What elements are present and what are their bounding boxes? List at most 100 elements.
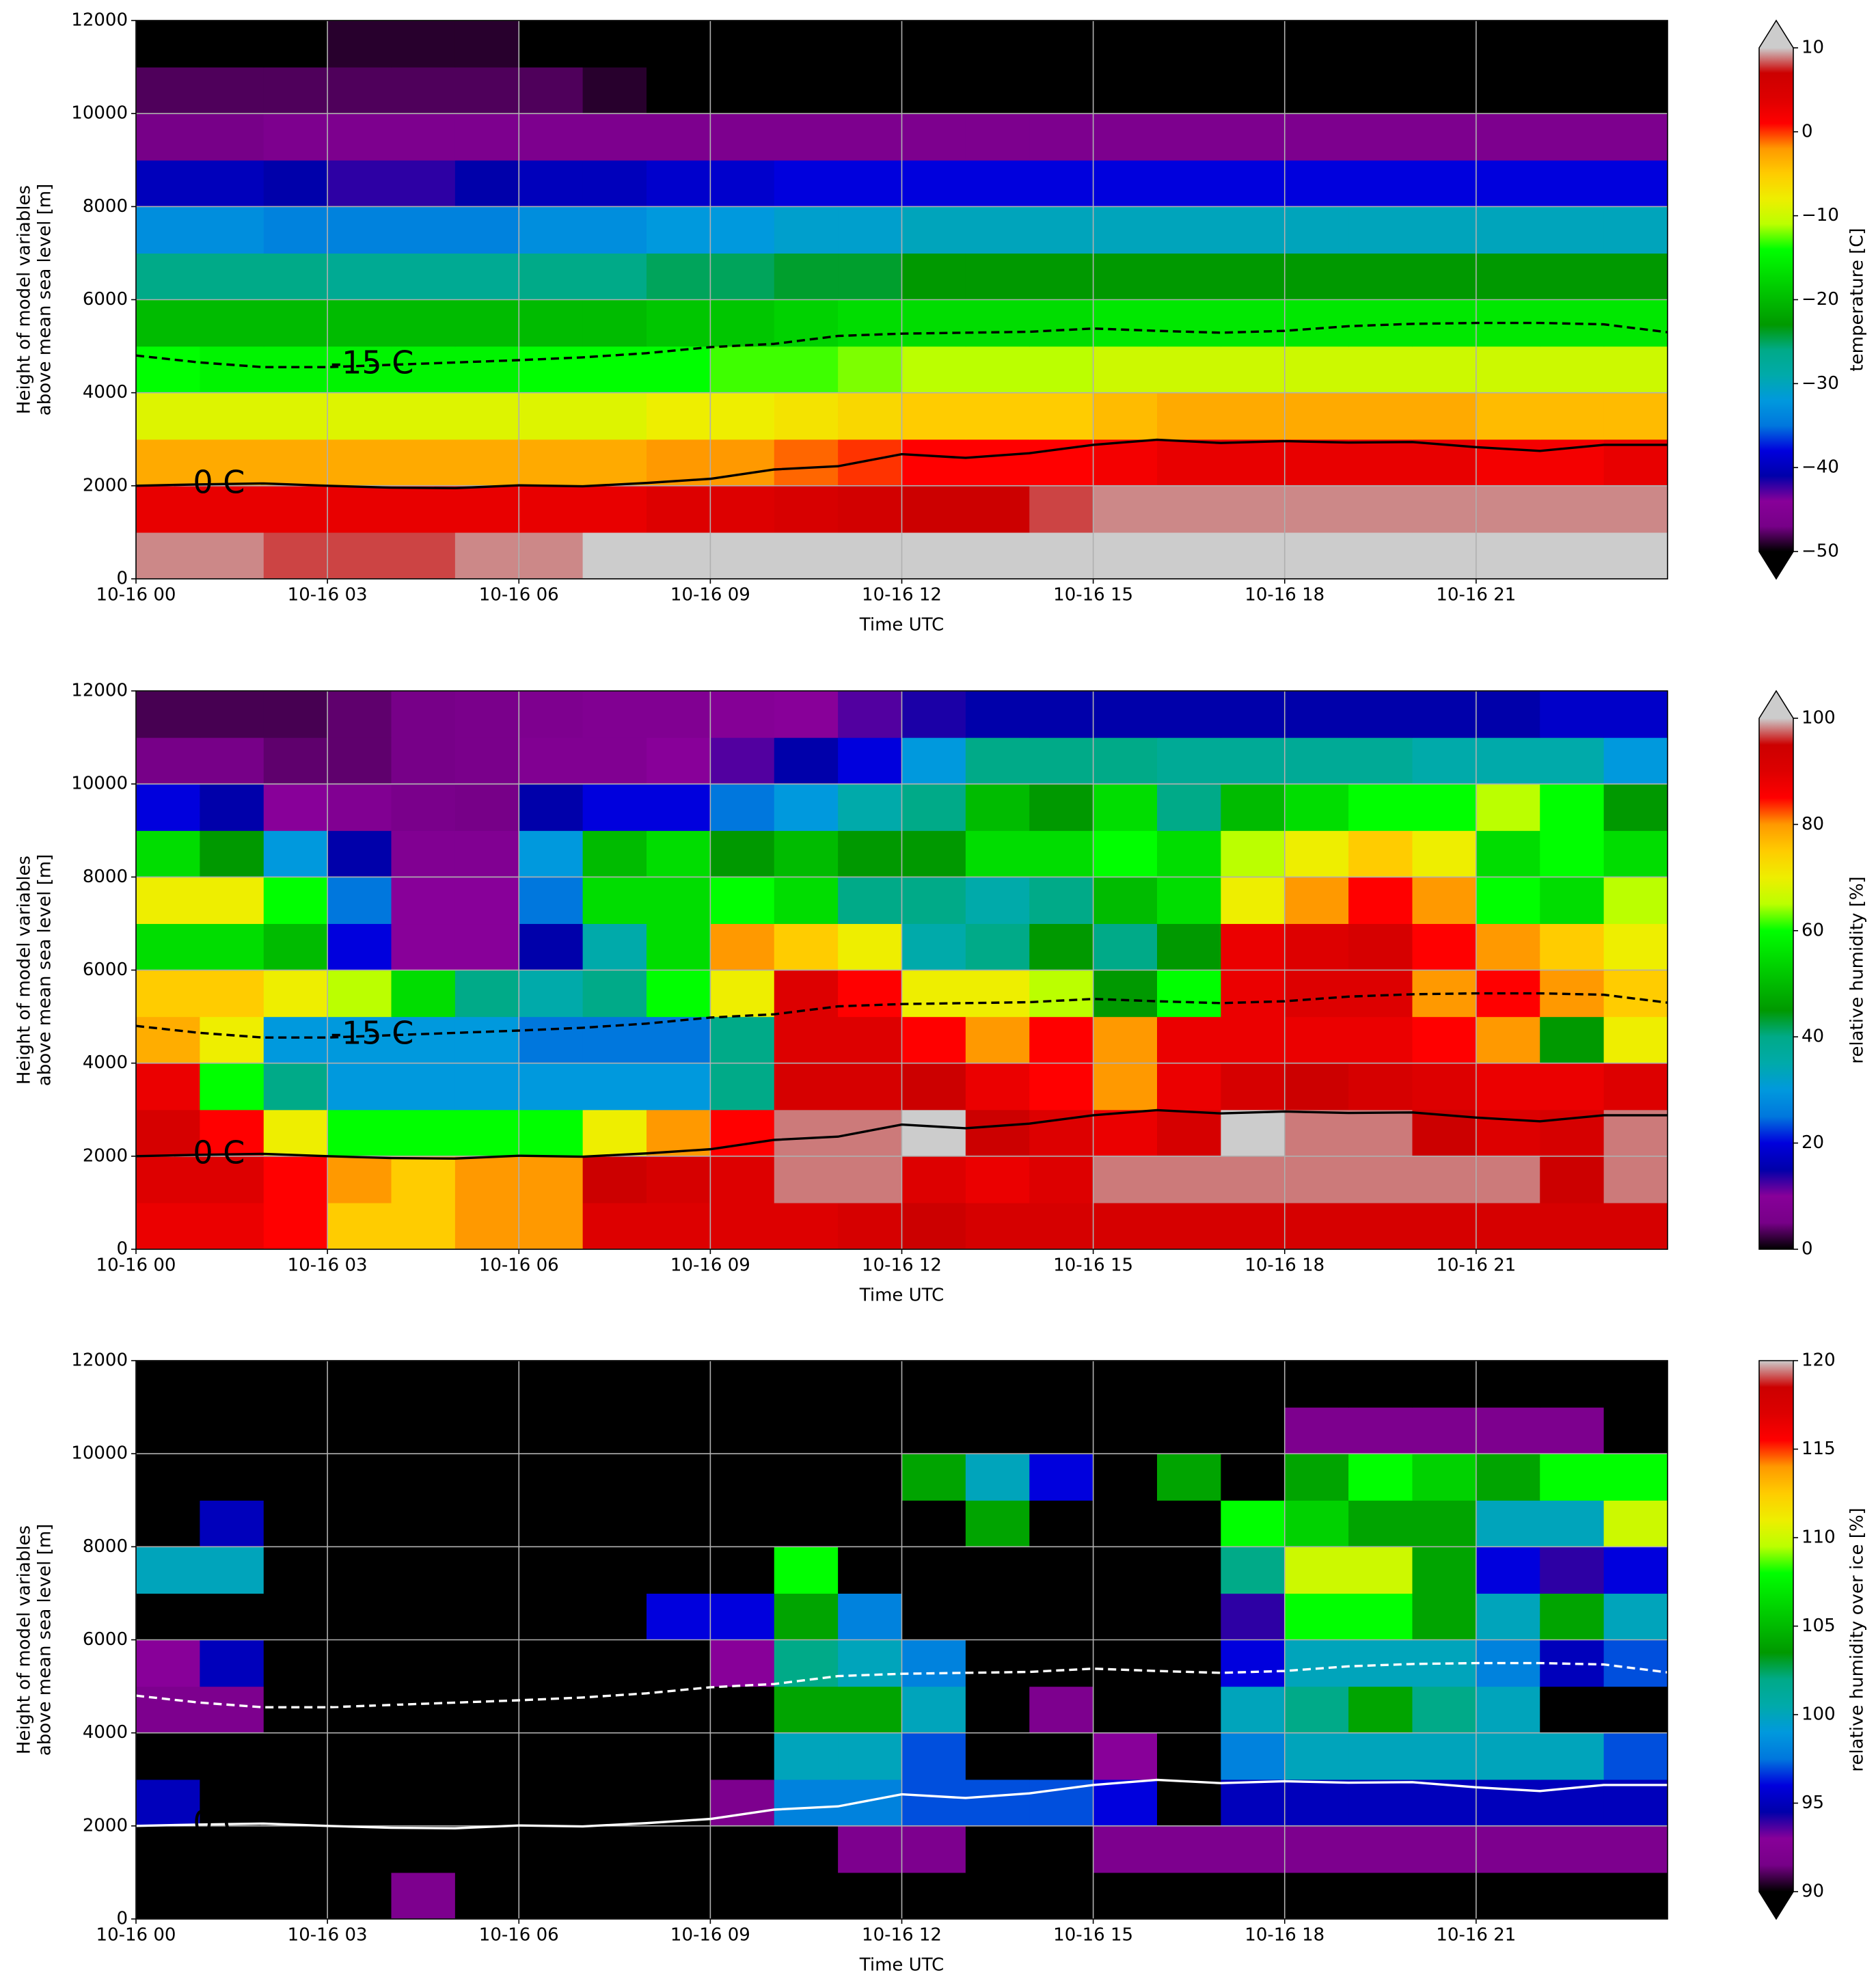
heatmap-cell	[901, 67, 966, 114]
heatmap-cell	[1157, 1156, 1221, 1203]
heatmap-cell	[647, 784, 711, 831]
heatmap-cell	[1603, 1109, 1668, 1157]
x-axis-label: Time UTC	[859, 1285, 944, 1306]
contour-label: 0 C	[193, 1803, 245, 1840]
heatmap-cell	[454, 1779, 519, 1827]
heatmap-cell	[582, 206, 647, 254]
heatmap-cell	[1093, 737, 1158, 785]
heatmap-cell	[391, 1825, 456, 1873]
heatmap-cell	[136, 485, 200, 533]
heatmap-cell	[454, 206, 519, 254]
heatmap-cell	[1284, 1063, 1349, 1111]
heatmap-cell	[901, 1109, 966, 1157]
contour-line	[135, 992, 1668, 1039]
heatmap-cell	[965, 830, 1030, 877]
heatmap-cell	[965, 1732, 1030, 1780]
heatmap-cell	[1157, 485, 1221, 533]
heatmap-cell	[901, 970, 966, 1018]
heatmap-cell	[1029, 1454, 1094, 1501]
heatmap-cell	[1540, 1500, 1605, 1547]
colorbar-tick-label: 0	[1802, 121, 1813, 141]
contour-line	[135, 321, 1668, 368]
heatmap-cell	[774, 160, 839, 207]
heatmap-cell	[1603, 1779, 1668, 1827]
heatmap-cell	[1540, 1872, 1605, 1919]
heatmap-cell	[1157, 1732, 1221, 1780]
heatmap-cell	[647, 485, 711, 533]
heatmap-cell	[1476, 1500, 1540, 1547]
heatmap-cell	[454, 1639, 519, 1687]
heatmap-cell	[519, 830, 584, 877]
heatmap-cell	[1412, 67, 1477, 114]
heatmap-cell	[1029, 877, 1094, 925]
heatmap-cell	[1284, 253, 1349, 301]
heatmap-cell	[965, 299, 1030, 347]
y-axis-label: Height of model variables	[14, 856, 35, 1085]
heatmap-cell	[519, 439, 584, 487]
heatmap-cell	[582, 1063, 647, 1111]
heatmap-cell	[454, 1156, 519, 1203]
heatmap-cell	[838, 439, 903, 487]
heatmap-cell	[1412, 346, 1477, 394]
heatmap-cell	[901, 1016, 966, 1064]
heatmap-cell	[1476, 346, 1540, 394]
heatmap-cell	[1348, 1156, 1413, 1203]
heatmap-cell	[1348, 67, 1413, 114]
heatmap-cell	[1540, 1202, 1605, 1249]
heatmap-cell	[901, 737, 966, 785]
heatmap-cell	[774, 485, 839, 533]
heatmap-cell	[136, 1361, 200, 1408]
heatmap-cell	[1157, 206, 1221, 254]
colorbar	[1759, 1361, 1793, 1892]
heatmap-cell	[1029, 923, 1094, 971]
heatmap-cell	[327, 1063, 392, 1111]
heatmap-cell	[1348, 1872, 1413, 1919]
heatmap-cell	[901, 1593, 966, 1641]
heatmap-cell	[200, 970, 264, 1018]
heatmap-cell	[582, 1500, 647, 1547]
heatmap-cell	[327, 970, 392, 1018]
heatmap-cell	[1029, 1593, 1094, 1641]
heatmap-cell	[582, 21, 647, 68]
heatmap-cell	[710, 1063, 775, 1111]
heatmap-cell	[1157, 21, 1221, 68]
heatmap-cell	[263, 1109, 328, 1157]
heatmap-cell	[200, 1454, 264, 1501]
heatmap-cell	[136, 253, 200, 301]
x-tick-label: 10-16 21	[1436, 585, 1516, 605]
heatmap-cell	[136, 1454, 200, 1501]
heatmap-cell	[136, 691, 200, 738]
x-tick-label: 10-16 15	[1053, 585, 1133, 605]
x-tick-label: 10-16 12	[862, 1925, 942, 1946]
heatmap-cell	[1603, 299, 1668, 347]
heatmap-cell	[263, 1732, 328, 1780]
heatmap-cell	[1540, 1686, 1605, 1734]
heatmap-cell	[391, 1454, 456, 1501]
heatmap-cell	[774, 532, 839, 579]
heatmap-cell	[391, 784, 456, 831]
heatmap-cell	[136, 346, 200, 394]
heatmap-cell	[1540, 392, 1605, 440]
heatmap-cell	[1093, 253, 1158, 301]
heatmap-cell	[454, 1016, 519, 1064]
heatmap-cell	[519, 1639, 584, 1687]
heatmap-cell	[1029, 1732, 1094, 1780]
heatmap-cell	[519, 1547, 584, 1594]
heatmap-cell	[838, 113, 903, 161]
heatmap-cell	[582, 1686, 647, 1734]
heatmap-cell	[454, 1686, 519, 1734]
x-tick-label: 10-16 00	[96, 1925, 176, 1946]
heatmap-cell	[1540, 1732, 1605, 1780]
heatmap-cell	[519, 485, 584, 533]
heatmap-cell	[1476, 485, 1540, 533]
heatmap-cell	[647, 532, 711, 579]
y-tick-label: 10000	[71, 1443, 128, 1464]
heatmap-cell	[1603, 1063, 1668, 1111]
heatmap-cell	[710, 1454, 775, 1501]
heatmap-cell	[1348, 1732, 1413, 1780]
heatmap-cell	[1348, 1686, 1413, 1734]
heatmap-cell	[965, 1454, 1030, 1501]
heatmap-cell	[647, 113, 711, 161]
heatmap-cell	[200, 392, 264, 440]
heatmap-cell	[1348, 970, 1413, 1018]
